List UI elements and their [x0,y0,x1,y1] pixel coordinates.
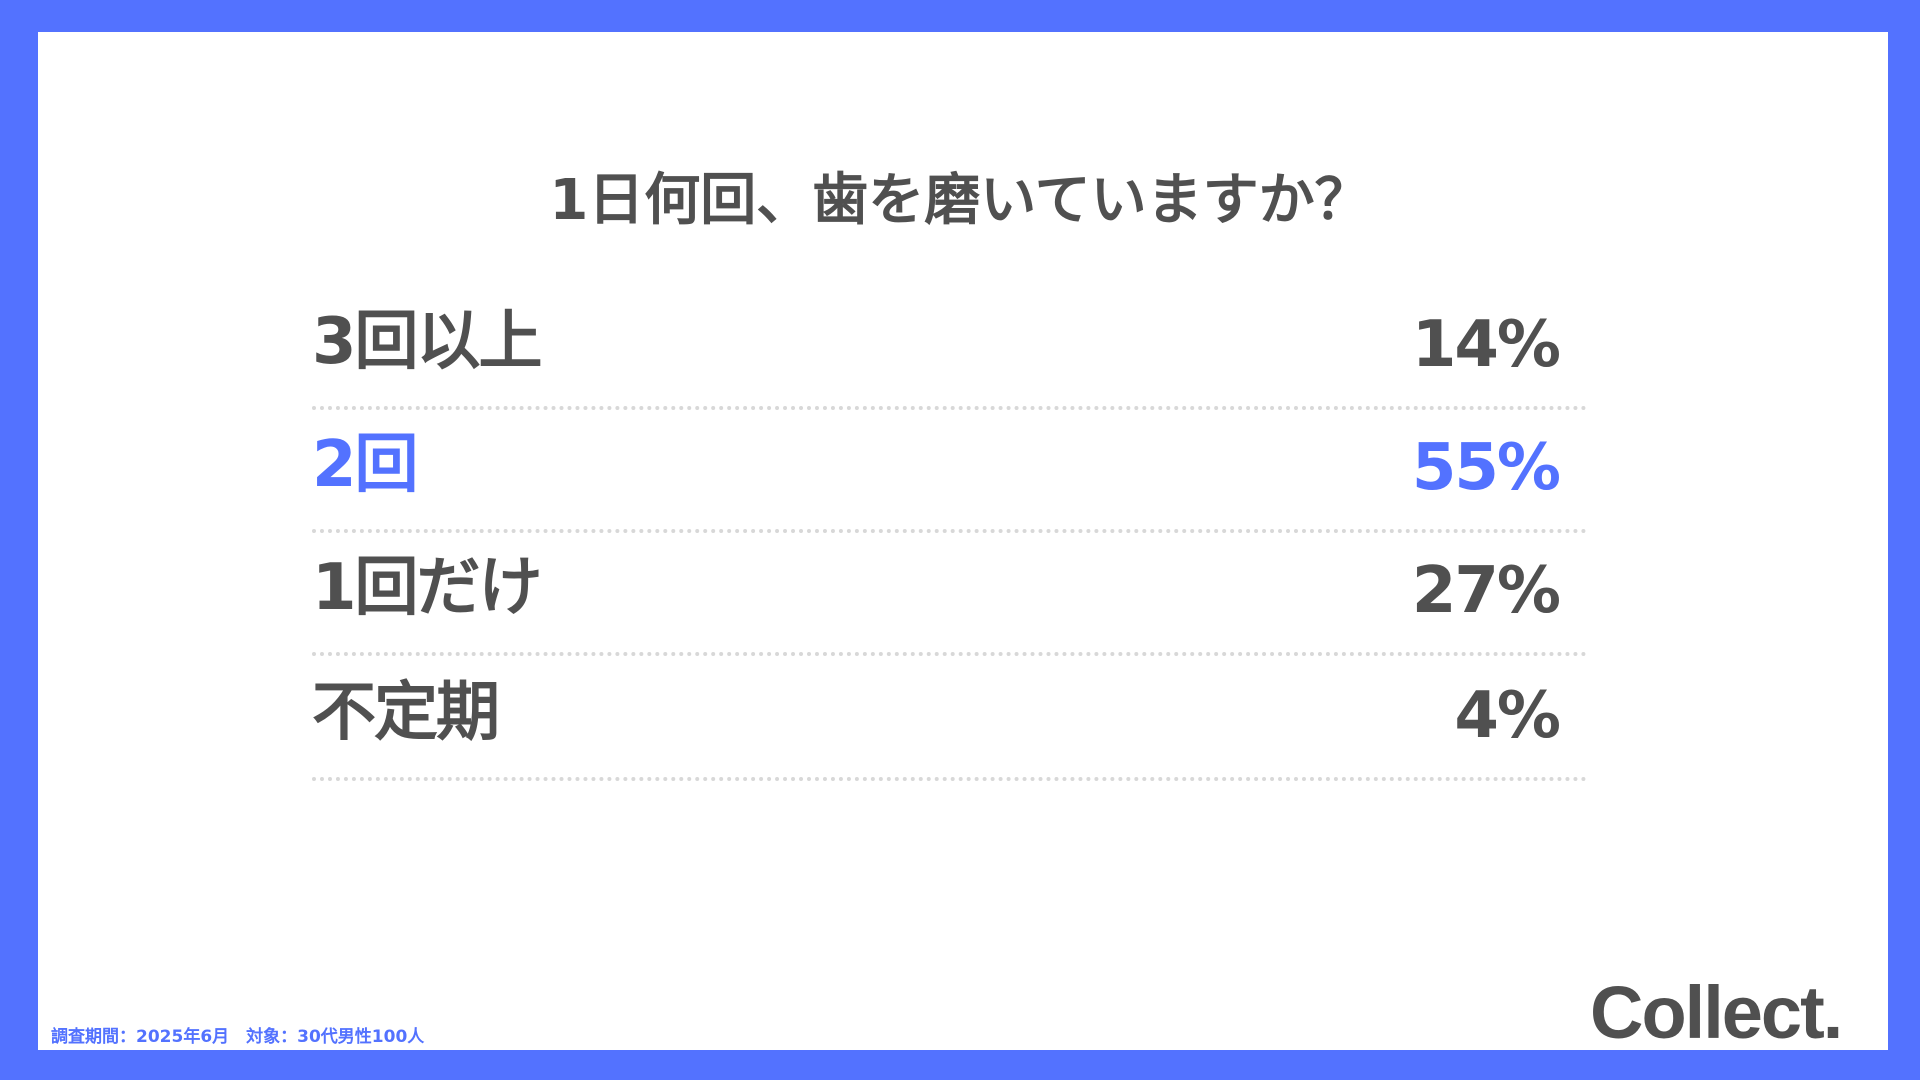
answer-percent: 27% [1411,554,1561,628]
brand-logo: Collect. [1590,971,1843,1054]
survey-footnote: 調査期間：2025年6月 対象：30代男性100人 [51,1027,425,1047]
answer-percent: 4% [1454,679,1561,753]
dotted-divider [312,406,1587,410]
answer-row: 1回だけ 27% [312,533,1587,656]
answer-row-highlighted: 2回 55% [312,410,1587,533]
dotted-divider [312,529,1587,533]
answer-percent: 14% [1411,308,1561,382]
answer-label: 2回 [312,428,419,502]
content-panel [38,32,1888,1050]
answer-percent: 55% [1411,431,1561,505]
answer-label: 3回以上 [312,305,543,379]
dotted-divider [312,777,1587,781]
answer-label: 1回だけ [312,551,543,625]
answer-row: 不定期 4% [312,658,1587,781]
dotted-divider [312,652,1587,656]
question-title: 1日何回、歯を磨いていますか？ [549,168,1371,233]
answer-label: 不定期 [312,676,500,750]
answer-row: 3回以上 14% [312,287,1587,410]
